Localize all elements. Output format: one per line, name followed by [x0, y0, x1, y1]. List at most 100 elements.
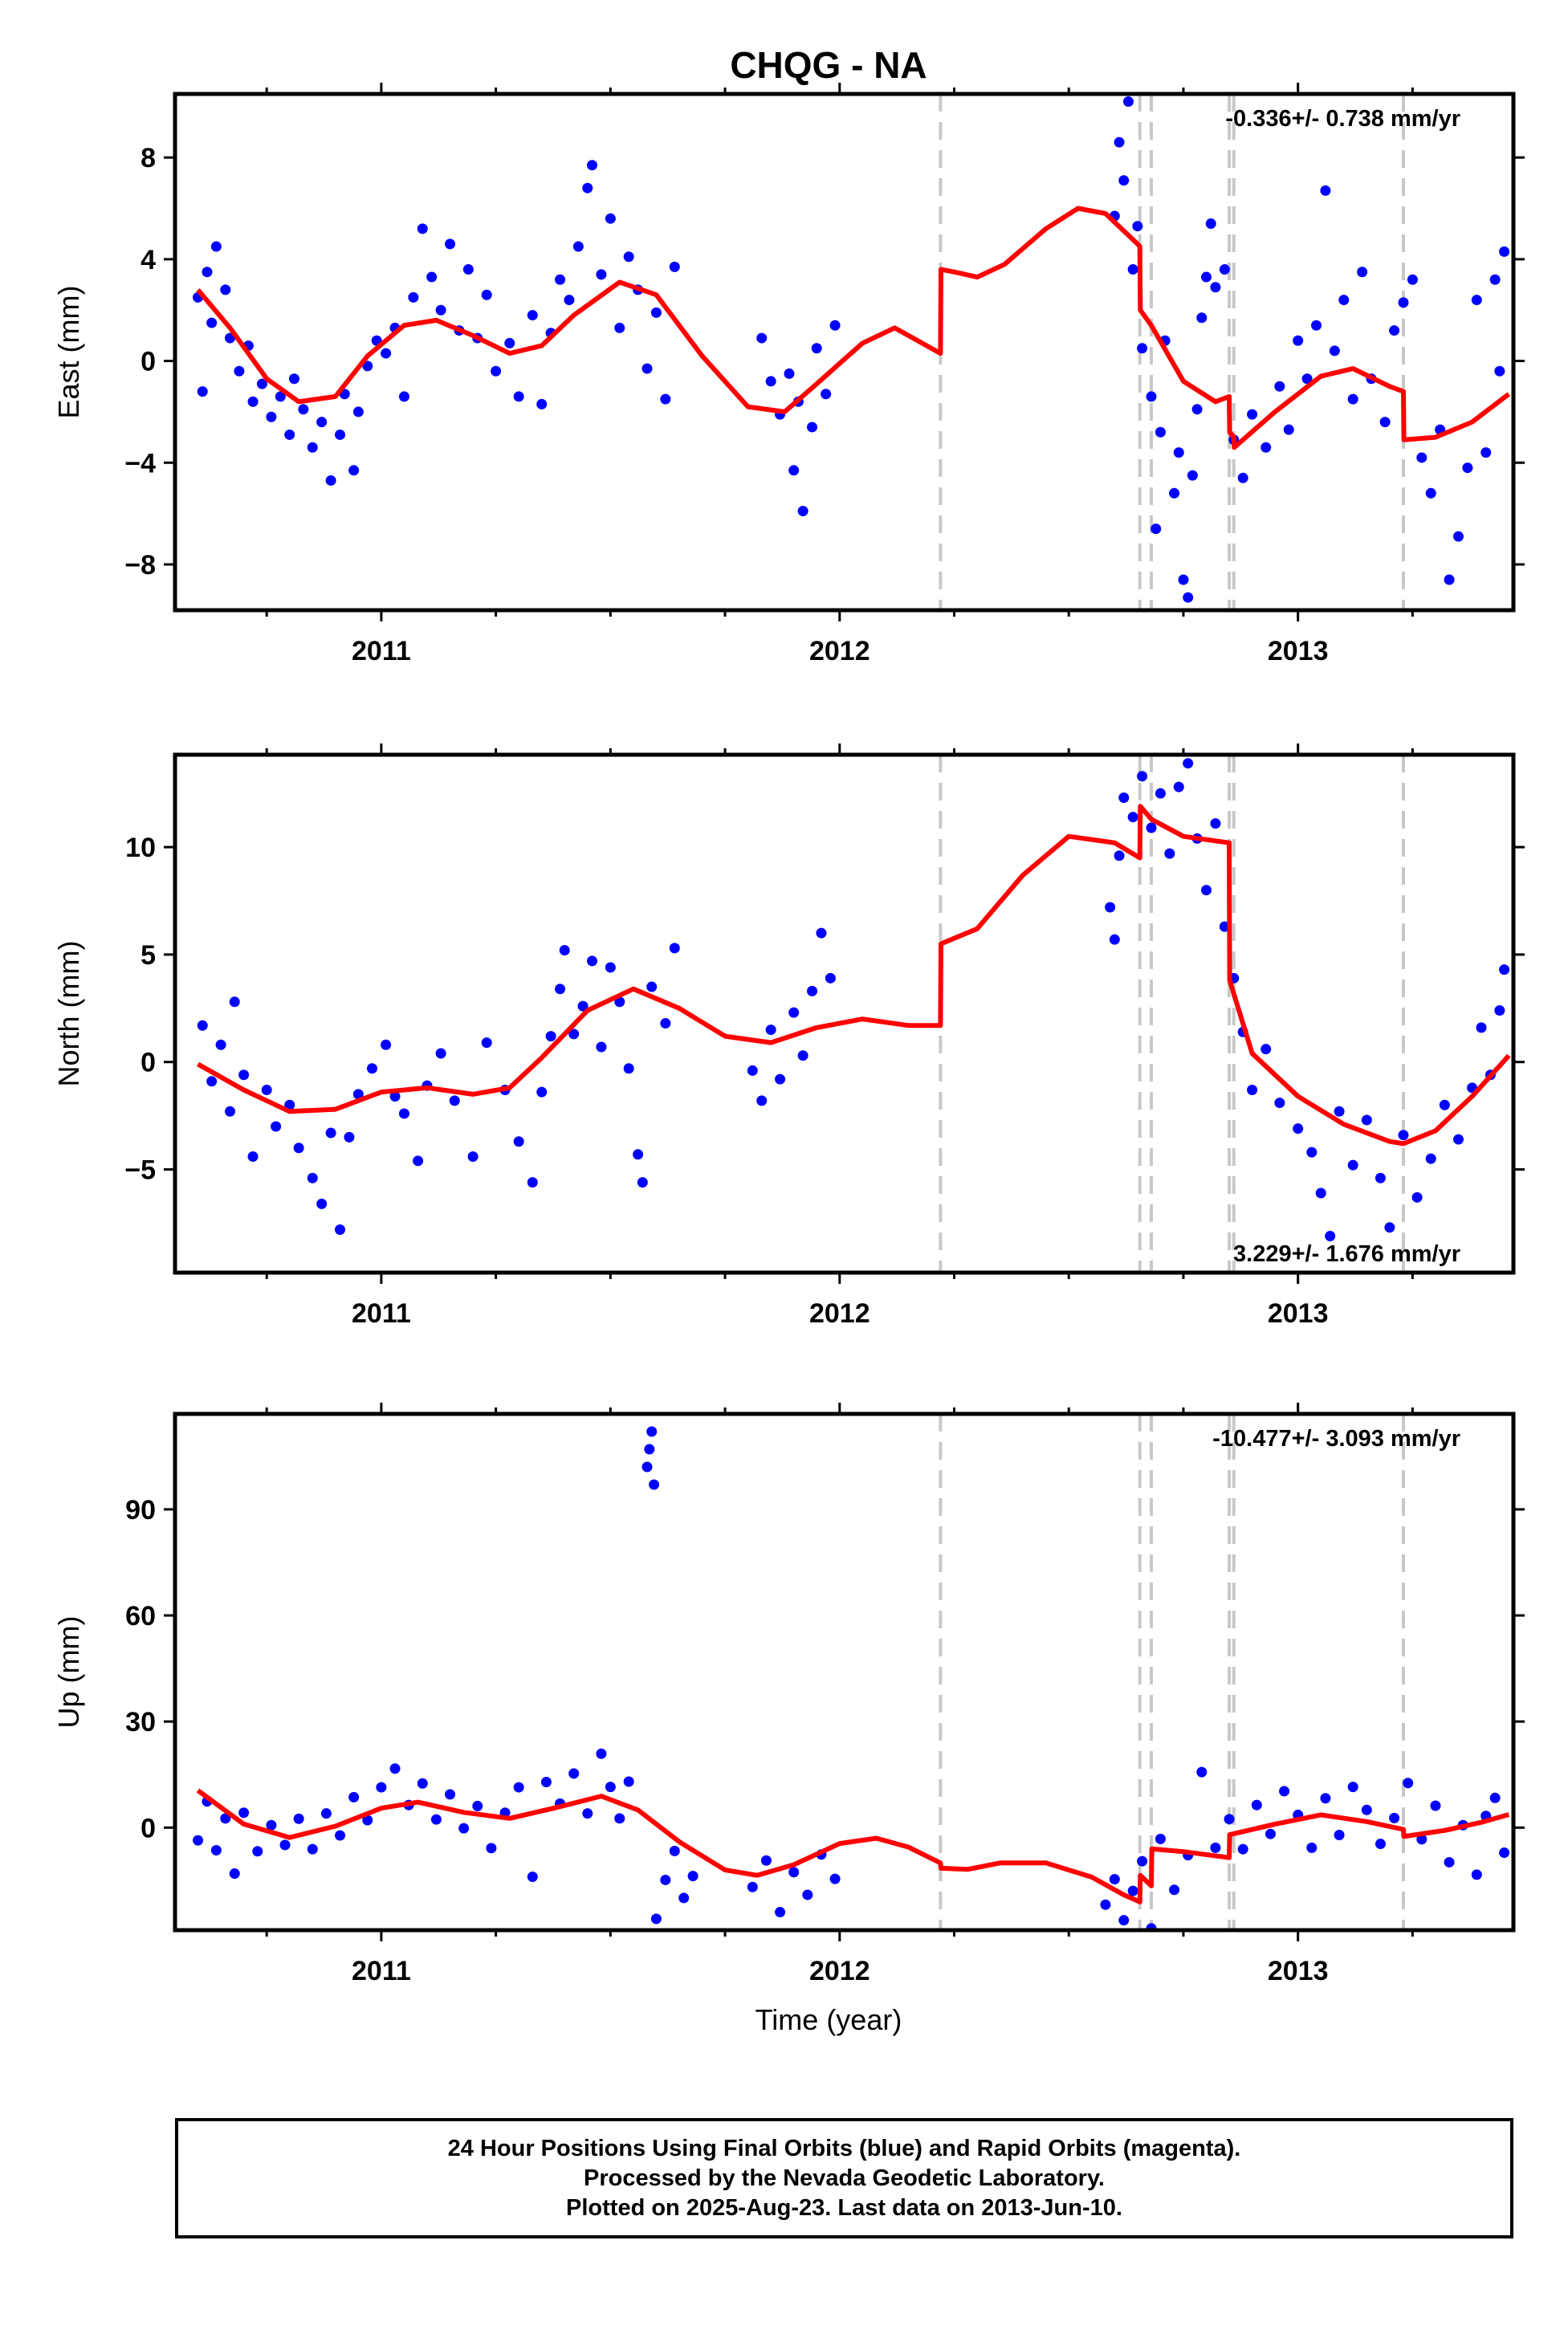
up-observation-point-3 — [220, 1813, 231, 1824]
east-observation-point-51 — [623, 251, 634, 263]
up-observation-point-22 — [472, 1800, 483, 1811]
north-observation-point-76 — [1306, 1147, 1318, 1158]
north-observation-point-26 — [481, 1037, 492, 1049]
north-observation-point-30 — [536, 1086, 548, 1098]
north-observation-point-34 — [568, 1029, 580, 1040]
north-observation-point-31 — [545, 1031, 556, 1042]
up-observation-point-36 — [644, 1444, 655, 1455]
north-observation-point-73 — [1261, 1044, 1272, 1055]
north-observation-point-93 — [1499, 964, 1510, 976]
panel-up: 2011 2012 2013 0 30 60 90 Up (mm) -10.477+/- 3.0… — [52, 1403, 1525, 1986]
east-observation-point-84 — [1191, 404, 1203, 415]
east-observation-point-3 — [206, 317, 218, 328]
north-observation-point-37 — [596, 1041, 607, 1053]
chart-title: CHQG - NA — [730, 44, 927, 86]
east-observation-point-77 — [1155, 426, 1166, 438]
east-observation-point-100 — [1329, 345, 1340, 356]
east-observation-point-76 — [1151, 523, 1162, 535]
east-observation-point-106 — [1389, 325, 1400, 336]
north-observation-point-75 — [1293, 1123, 1304, 1134]
east-observation-point-115 — [1471, 295, 1482, 306]
up-observation-point-7 — [266, 1819, 277, 1831]
east-observation-point-44 — [564, 295, 575, 306]
east-observation-point-83 — [1187, 470, 1198, 481]
north-observation-point-63 — [1164, 848, 1175, 859]
north-observation-point-59 — [1127, 812, 1138, 823]
north-observation-point-92 — [1494, 1004, 1505, 1016]
x-axis-label: Time (year) — [755, 2003, 902, 2036]
east-observation-point-70 — [1118, 175, 1130, 186]
up-observation-point-69 — [1320, 1793, 1331, 1804]
east-observation-point-27 — [398, 391, 409, 402]
up-observation-point-52 — [1109, 1874, 1120, 1885]
east-observation-point-16 — [307, 442, 318, 453]
up-observation-point-58 — [1169, 1884, 1180, 1896]
up-observation-point-50 — [829, 1873, 841, 1884]
east-observation-point-36 — [481, 289, 492, 300]
up-observation-point-31 — [596, 1748, 607, 1759]
north-y-axis-label: North (mm) — [52, 941, 85, 1087]
north-observation-point-38 — [605, 962, 616, 973]
north-observation-point-0 — [197, 1020, 208, 1031]
north-observation-point-15 — [344, 1131, 355, 1143]
east-observation-point-28 — [408, 291, 419, 303]
east-observation-point-12 — [275, 391, 286, 402]
east-observation-point-73 — [1132, 221, 1143, 232]
north-observation-point-20 — [398, 1108, 409, 1119]
east-observation-point-101 — [1338, 295, 1350, 306]
east-observation-point-105 — [1379, 417, 1391, 428]
east-observation-point-110 — [1425, 487, 1436, 499]
east-x-tick-label: 2012 — [809, 636, 870, 666]
east-observation-point-93 — [1261, 442, 1272, 453]
east-x-tick-label: 2011 — [352, 636, 411, 666]
north-observation-point-72 — [1247, 1085, 1258, 1096]
north-observation-point-35 — [577, 1000, 589, 1012]
east-observation-point-118 — [1494, 365, 1505, 377]
north-observation-point-55 — [1105, 902, 1116, 913]
east-observation-point-108 — [1407, 274, 1418, 285]
up-observation-point-60 — [1196, 1766, 1208, 1778]
east-observation-point-86 — [1201, 271, 1212, 283]
north-observation-point-25 — [467, 1151, 479, 1162]
east-observation-point-67 — [829, 320, 841, 331]
north-observation-point-85 — [1411, 1191, 1423, 1203]
north-observation-point-11 — [307, 1172, 318, 1183]
footer-line-processed-by: Processed by the Nevada Geodetic Laborat… — [584, 2165, 1105, 2191]
up-observation-point-9 — [293, 1813, 304, 1824]
panel-north: 2011 2012 2013 −5 0 5 10 North (mm) 3.229+/- 1.6… — [52, 743, 1525, 1329]
east-observation-point-114 — [1462, 462, 1473, 474]
north-observation-point-86 — [1425, 1153, 1436, 1164]
up-observation-point-0 — [193, 1835, 204, 1846]
up-y-tick-label: 60 — [125, 1601, 156, 1631]
north-observation-point-33 — [559, 945, 570, 956]
east-observation-point-39 — [513, 391, 524, 402]
up-observation-point-23 — [486, 1843, 497, 1854]
east-observation-point-43 — [555, 274, 566, 285]
north-observation-point-83 — [1384, 1222, 1395, 1233]
east-observation-point-94 — [1274, 381, 1285, 392]
east-observation-point-113 — [1452, 531, 1464, 542]
east-observation-point-48 — [596, 269, 607, 280]
up-observation-point-80 — [1471, 1869, 1482, 1880]
east-observation-point-116 — [1480, 447, 1492, 458]
east-plot-frame — [173, 92, 1516, 613]
up-observation-point-77 — [1430, 1800, 1441, 1811]
up-velocity-annotation: -10.477+/- 3.093 mm/yr — [1212, 1426, 1460, 1452]
north-observation-point-56 — [1109, 934, 1120, 945]
up-observation-point-72 — [1361, 1804, 1372, 1815]
north-observation-point-51 — [797, 1050, 808, 1061]
up-observation-point-43 — [687, 1871, 698, 1882]
north-observation-point-3 — [225, 1106, 236, 1117]
east-observation-point-112 — [1444, 574, 1455, 585]
east-observation-point-18 — [325, 475, 336, 486]
up-observation-point-34 — [623, 1776, 634, 1787]
north-observation-point-24 — [449, 1095, 460, 1106]
north-observation-point-42 — [637, 1177, 648, 1188]
east-observation-point-103 — [1357, 267, 1368, 278]
east-observation-point-99 — [1320, 185, 1331, 196]
up-observation-point-82 — [1489, 1792, 1501, 1803]
up-observation-point-8 — [279, 1839, 291, 1851]
north-observation-point-32 — [555, 984, 566, 995]
up-y-tick-label: 0 — [141, 1813, 156, 1843]
north-observation-point-87 — [1439, 1099, 1450, 1110]
